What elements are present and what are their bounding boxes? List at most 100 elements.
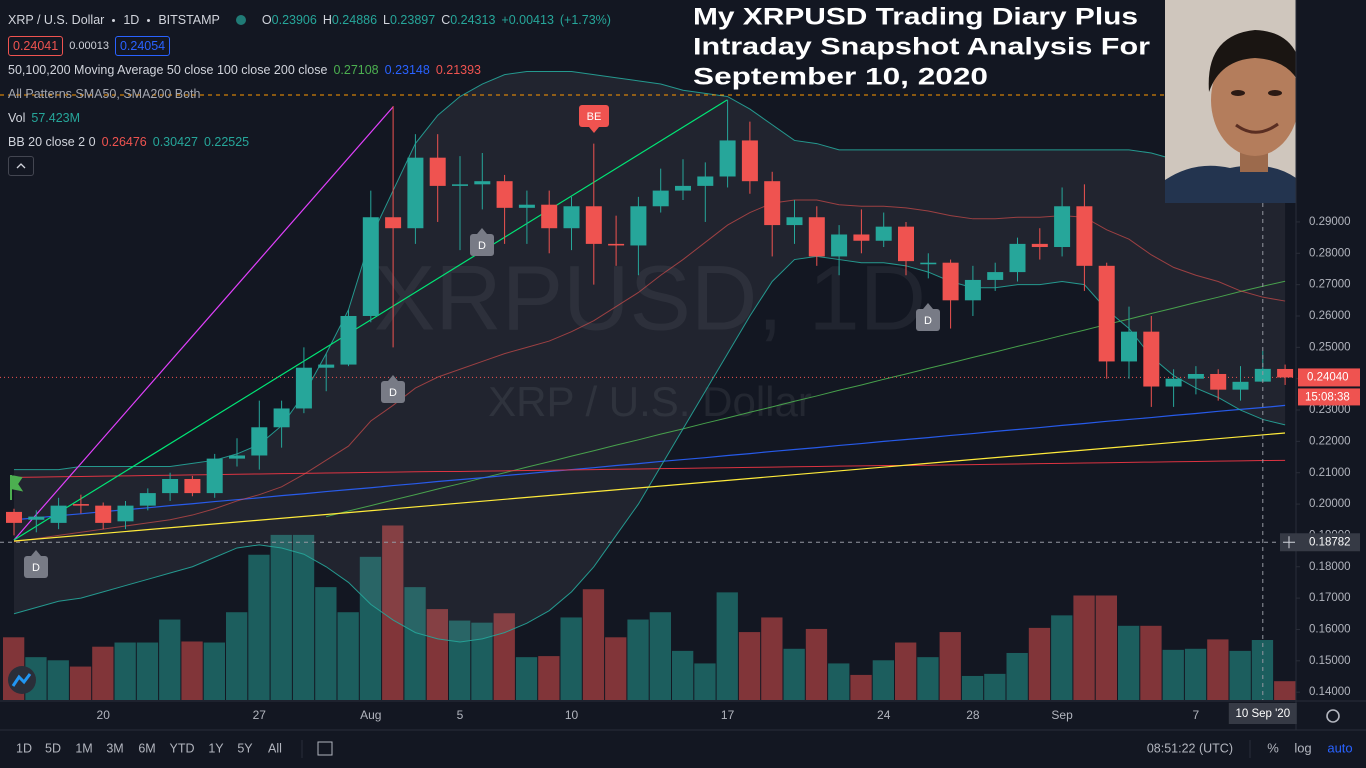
volume-bar bbox=[92, 646, 114, 700]
trend-line bbox=[13, 106, 394, 541]
ohlc-label: O bbox=[261, 13, 272, 27]
candle-body bbox=[117, 505, 134, 522]
candle-body bbox=[1076, 206, 1093, 266]
indicator-line bbox=[13, 255, 1286, 643]
candle-body bbox=[875, 226, 892, 241]
overlay-title: September 10, 2020 bbox=[693, 63, 988, 90]
volume-bar bbox=[471, 622, 493, 700]
volume-bar bbox=[1051, 615, 1073, 700]
range-button[interactable]: YTD bbox=[170, 741, 195, 755]
settings-icon[interactable] bbox=[1326, 709, 1340, 723]
logo-mark bbox=[11, 673, 32, 687]
countdown: 15:08:38 bbox=[1305, 391, 1350, 403]
candle-body bbox=[184, 478, 201, 494]
candle-body bbox=[697, 176, 714, 186]
collapse-row bbox=[8, 154, 611, 178]
range-button[interactable]: 1M bbox=[75, 741, 92, 755]
range-button[interactable]: 5D bbox=[45, 741, 61, 755]
indicator-line bbox=[14, 70, 1286, 471]
ask[interactable]: 0.24054 bbox=[114, 36, 171, 56]
candle-body bbox=[964, 279, 981, 301]
ohlc-value: 0.24886 bbox=[331, 13, 378, 27]
log-toggle[interactable]: log bbox=[1294, 740, 1311, 755]
bid[interactable]: 0.24041 bbox=[8, 36, 64, 56]
interval[interactable]: 1D bbox=[123, 13, 140, 27]
candle-body bbox=[1031, 243, 1048, 248]
candle-body bbox=[898, 226, 914, 262]
pattern-marker bbox=[916, 309, 940, 331]
candle-body bbox=[1054, 206, 1071, 248]
y-tick-label: 0.15000 bbox=[1309, 655, 1351, 667]
candle-body bbox=[1121, 331, 1137, 362]
candle-body bbox=[518, 204, 535, 208]
ma-value: 0.21393 bbox=[435, 63, 482, 77]
percent-toggle[interactable]: % bbox=[1267, 740, 1279, 755]
candle-body bbox=[72, 504, 89, 506]
vol-row: Vol 57.423M bbox=[8, 106, 611, 130]
range-button[interactable]: 1Y bbox=[208, 741, 224, 755]
volume-bar bbox=[515, 657, 538, 700]
candle-body bbox=[162, 478, 179, 494]
ma-row: 50,100,200 Moving Average 50 close 100 c… bbox=[8, 58, 611, 82]
candle-body bbox=[808, 217, 825, 257]
bb-fill bbox=[14, 71, 1286, 643]
bb-value: 0.22525 bbox=[203, 135, 250, 149]
y-tick-label: 0.20000 bbox=[1309, 498, 1351, 510]
bb-label: BB 20 close 2 0 bbox=[8, 135, 96, 149]
candle-body bbox=[608, 243, 625, 246]
candle-body bbox=[1143, 331, 1160, 387]
exchange: BITSTAMP bbox=[158, 13, 220, 27]
x-tick-label: Sep bbox=[1051, 708, 1073, 722]
range-button[interactable]: 1D bbox=[16, 741, 32, 755]
volume-bar bbox=[337, 612, 359, 700]
candle-body bbox=[1098, 265, 1115, 362]
auto-toggle[interactable]: auto bbox=[1327, 740, 1352, 755]
range-button[interactable]: All bbox=[268, 741, 282, 755]
candle-body bbox=[675, 185, 691, 191]
volume-bar bbox=[917, 657, 939, 700]
ma-value: 0.27108 bbox=[333, 63, 379, 77]
candle-body bbox=[786, 217, 803, 226]
photo-hair bbox=[1208, 30, 1303, 92]
x-tick-label: 10 bbox=[565, 708, 579, 722]
y-tick-label: 0.29000 bbox=[1309, 216, 1351, 228]
collapse-button[interactable] bbox=[8, 156, 34, 176]
volume-bar bbox=[1184, 648, 1207, 700]
photo-shirt bbox=[1165, 165, 1296, 203]
candle-body bbox=[95, 505, 112, 523]
spread: 0.00013 bbox=[69, 40, 109, 52]
crosshair-date: 10 Sep '20 bbox=[1235, 708, 1290, 720]
bb-value: 0.26476 bbox=[101, 135, 147, 149]
watermark: XRP / U.S. Dollar bbox=[488, 378, 812, 425]
volume-bar bbox=[560, 617, 582, 700]
candle-body bbox=[295, 367, 312, 409]
range-button[interactable]: 5Y bbox=[237, 741, 253, 755]
x-tick-label: Aug bbox=[360, 708, 381, 722]
pattern-pointer bbox=[477, 228, 487, 234]
candle-body bbox=[1009, 243, 1026, 273]
y-tick-label: 0.25000 bbox=[1309, 341, 1351, 353]
range-button[interactable]: 3M bbox=[106, 741, 123, 755]
plus-icon bbox=[1283, 536, 1295, 549]
volume-bar bbox=[672, 650, 694, 700]
candle-body bbox=[429, 157, 446, 186]
y-tick-label: 0.22000 bbox=[1309, 435, 1351, 447]
range-button[interactable]: 6M bbox=[138, 741, 155, 755]
volume-bar bbox=[649, 612, 671, 700]
volume-bar bbox=[605, 637, 627, 700]
date-range-icon[interactable] bbox=[317, 741, 333, 756]
patterns-row: All Patterns SMA50, SMA200 Both bbox=[8, 82, 611, 106]
candle-body bbox=[6, 511, 22, 523]
candle-body bbox=[1254, 368, 1271, 382]
x-tick-label: 27 bbox=[253, 708, 267, 722]
volume-bar bbox=[315, 587, 337, 700]
volume-bar bbox=[248, 554, 270, 700]
x-tick-label: 28 bbox=[966, 708, 980, 722]
vol-label: Vol bbox=[8, 111, 26, 125]
volume-bar bbox=[1095, 595, 1117, 700]
y-tick-label: 0.16000 bbox=[1309, 623, 1351, 635]
ohlc-label: H bbox=[322, 13, 332, 27]
candle-body bbox=[362, 217, 379, 316]
volume-bar bbox=[226, 612, 248, 700]
symbol[interactable]: XRP / U.S. Dollar bbox=[8, 13, 105, 27]
